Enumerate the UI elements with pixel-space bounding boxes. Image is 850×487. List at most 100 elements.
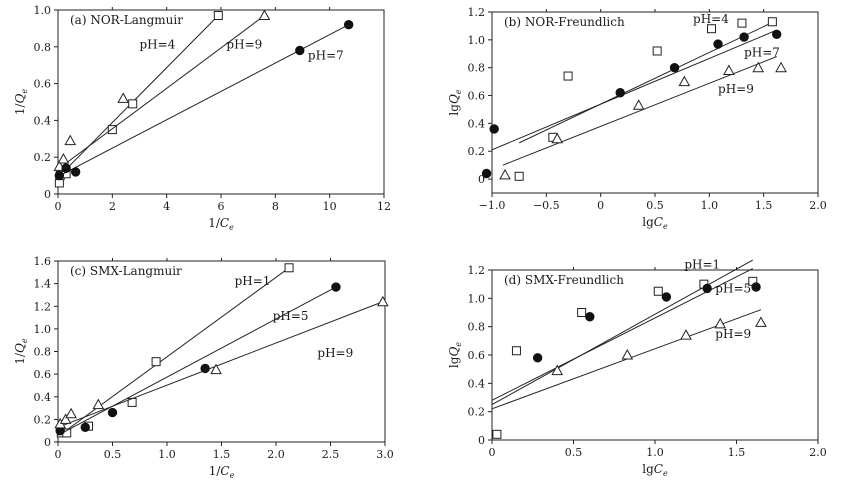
- fit-line-ph-9: [57, 15, 265, 170]
- data-point-ph-5: [751, 282, 761, 292]
- data-point-ph-4: [707, 24, 717, 34]
- x-tick-label: 0: [55, 200, 62, 213]
- x-tick-label: 0.5: [104, 448, 122, 461]
- x-tick-label: 6: [218, 200, 225, 213]
- data-point-ph-7: [615, 88, 625, 98]
- panel-a-nor-langmuir: 0 2 4 6 8 10 12 0 0.2 0.4 0.6 0.8 1.0 1/Ce 1/Qe (a) NOR…: [13, 4, 391, 232]
- y-tick-label: 1.2: [468, 264, 486, 277]
- x-tick-label: 0: [55, 448, 62, 461]
- series-ph-4: [514, 17, 777, 181]
- fit-line-ph-1: [491, 259, 754, 406]
- data-point-ph-7: [343, 20, 354, 30]
- data-point-ph-1: [577, 308, 587, 317]
- x-tick-label: 1.5: [213, 448, 231, 461]
- data-point-ph-9: [723, 64, 735, 75]
- data-point-ph-4: [652, 46, 662, 56]
- x-tick-label: 1.5: [728, 446, 746, 459]
- data-point-ph-1: [492, 429, 502, 439]
- x-axis-label: lgCe: [642, 462, 668, 478]
- panel-title: (b) NOR-Freundlich: [504, 15, 625, 29]
- y-tick-label: 0: [478, 173, 485, 186]
- x-tick-label: 2.0: [267, 448, 285, 461]
- series-label-ph-7: pH=7: [744, 46, 780, 60]
- y-axis-label: lgQe: [447, 342, 463, 368]
- data-point-ph-9: [210, 363, 222, 375]
- data-point-ph-9: [680, 329, 692, 340]
- data-point-ph-7: [772, 29, 782, 39]
- data-point-ph-4: [767, 17, 777, 27]
- panel-c-smx-langmuir: 0 0.5 1.0 1.5 2.0 2.5 3.0 0 0.2 0.4 0.6 0.8 1.0 1.2 1.…: [13, 255, 394, 480]
- data-point-ph-9: [117, 92, 130, 103]
- y-axis-label: 1/Qe: [13, 89, 29, 116]
- fit-line-ph-4: [518, 19, 777, 144]
- data-point-ph-4: [563, 71, 573, 81]
- x-tick-label: 2.5: [322, 448, 340, 461]
- series-ph-5: [55, 282, 341, 436]
- x-tick-label: 4: [163, 200, 170, 213]
- panel-title: (d) SMX-Freundlich: [504, 273, 624, 287]
- series-ph-5: [491, 268, 761, 401]
- fit-line-ph-7: [491, 29, 777, 151]
- fit-line-ph-9: [57, 301, 384, 428]
- data-point-ph-9: [59, 413, 72, 424]
- y-tick-label: 1.0: [468, 292, 486, 305]
- y-tick-label: 0.8: [468, 62, 486, 75]
- data-point-ph-7: [70, 167, 81, 177]
- data-point-ph-9: [65, 407, 77, 419]
- x-tick-label: −0.5: [533, 199, 560, 212]
- series-label-ph-4: pH=4: [140, 38, 176, 52]
- data-point-ph-4: [514, 171, 524, 181]
- fit-line-ph-7: [57, 24, 349, 177]
- y-tick-label: 0.2: [468, 406, 486, 419]
- series-ph-9: [54, 295, 389, 429]
- data-point-ph-4: [128, 99, 138, 109]
- x-tick-label: 2.0: [809, 199, 827, 212]
- data-point-ph-1: [151, 357, 161, 367]
- plot-frame: [491, 11, 819, 194]
- data-point-ph-9: [714, 317, 727, 329]
- data-point-ph-1: [284, 263, 294, 273]
- data-point-ph-9: [64, 134, 77, 146]
- x-tick-label: 8: [272, 200, 279, 213]
- y-tick-label: 0.4: [468, 117, 486, 130]
- series-ph-9: [53, 9, 271, 171]
- series-ph-1: [491, 259, 758, 439]
- panel-b-nor-freundlich: −1.0 −0.5 0 0.5 1.0 1.5 2.0 0 0.2 0.4 0.6 0.8 1.0 1.2…: [447, 6, 827, 231]
- x-tick-label: 1.5: [755, 199, 773, 212]
- fit-line-ph-1: [57, 267, 290, 437]
- series-ph-7: [481, 29, 782, 179]
- data-point-ph-5: [661, 292, 672, 302]
- data-point-ph-9: [775, 61, 787, 73]
- data-point-ph-9: [678, 75, 691, 87]
- y-axis-label: lgQe: [447, 89, 463, 115]
- panel-title: (a) NOR-Langmuir: [70, 13, 183, 27]
- data-point-ph-5: [702, 283, 712, 294]
- series-label-ph-9: pH=9: [715, 327, 751, 341]
- panel-d-smx-freundlich: 0 0.5 1.0 1.5 2.0 0 0.2 0.4 0.6 0.8 1.0 1.2 lgCe lgQe…: [447, 258, 827, 478]
- data-point-ph-7: [295, 45, 305, 56]
- data-point-ph-9: [551, 132, 564, 144]
- series-label-ph-5: pH=5: [273, 309, 309, 323]
- x-tick-label: 1.0: [158, 448, 176, 461]
- series-ph-7: [54, 20, 354, 181]
- data-point-ph-7: [739, 32, 749, 42]
- x-tick-label: 1.0: [701, 199, 719, 212]
- x-axis-label: 1/Ce: [208, 216, 234, 232]
- fit-line-ph-4: [57, 15, 219, 178]
- data-point-ph-9: [499, 168, 511, 180]
- panel-title: (c) SMX-Langmuir: [70, 264, 182, 278]
- data-point-ph-5: [80, 422, 90, 432]
- y-tick-label: 0.2: [34, 151, 52, 164]
- y-axis-label: 1/Qe: [13, 338, 29, 365]
- x-tick-label: 0: [597, 199, 604, 212]
- data-point-ph-9: [57, 153, 70, 164]
- data-point-ph-5: [585, 312, 595, 322]
- data-point-ph-9: [92, 398, 105, 410]
- series-label-ph-9: pH=9: [317, 346, 353, 360]
- x-tick-label: 0: [489, 446, 496, 459]
- x-tick-label: 12: [377, 200, 391, 213]
- data-point-ph-7: [61, 163, 71, 173]
- data-point-ph-7: [669, 62, 680, 73]
- plot-frame: [57, 9, 385, 195]
